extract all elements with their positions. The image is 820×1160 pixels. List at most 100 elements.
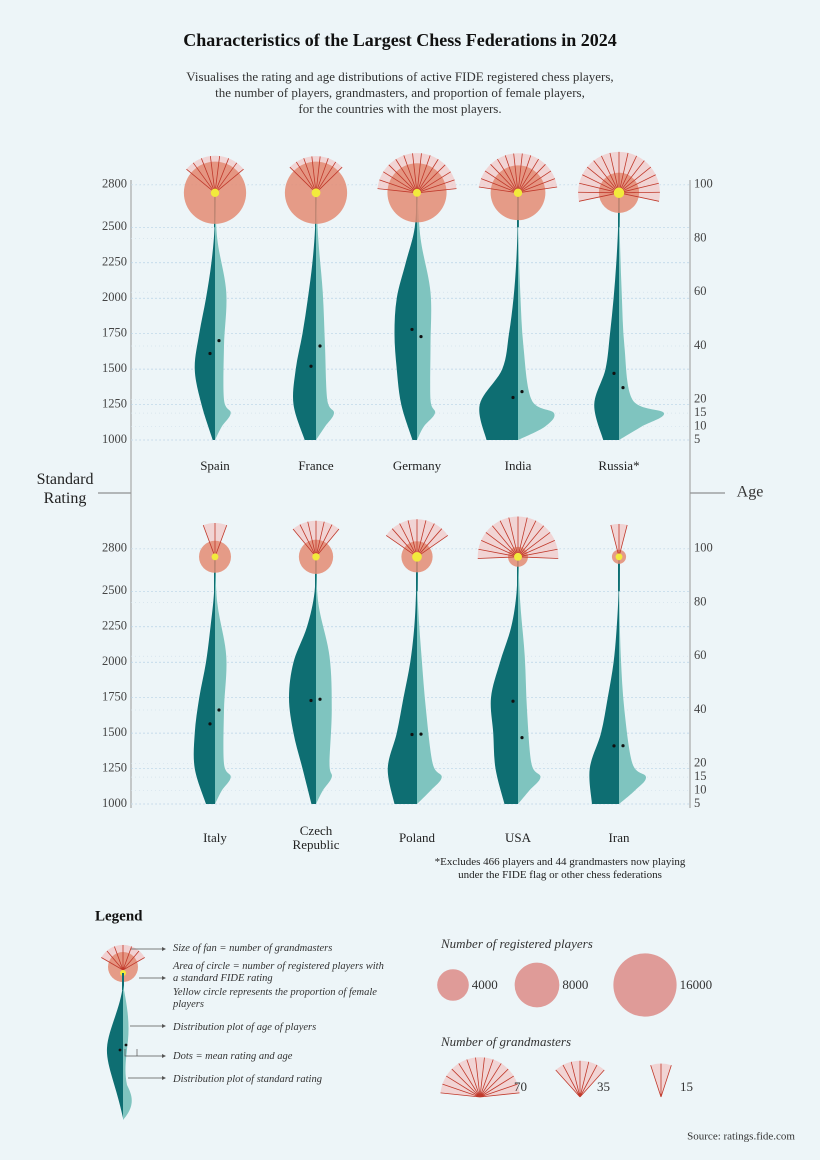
mean-rating-dot <box>612 744 616 748</box>
y2-tick-label: 40 <box>694 338 707 352</box>
y2-tick-label: 100 <box>694 177 713 191</box>
mean-rating-dot <box>309 698 313 703</box>
country-label: Germany <box>392 458 442 473</box>
country-label: USA <box>504 830 531 845</box>
rating-violin <box>589 548 619 804</box>
fan-lines <box>578 151 660 202</box>
legend-players-circle <box>437 969 469 1001</box>
mean-rating-dot <box>309 364 313 368</box>
source: Source: ratings.fide.com <box>687 1131 795 1143</box>
example-age-violin <box>123 985 132 1120</box>
y2-tick-label: 15 <box>694 405 707 419</box>
y2-tick-label: 5 <box>694 796 700 810</box>
age-violin <box>215 184 231 440</box>
fan-lines <box>385 519 449 558</box>
y-tick-label: 2800 <box>102 541 127 555</box>
y2-tick-label: 60 <box>694 284 707 298</box>
subtitle: Visualises the rating and age distributi… <box>186 69 613 84</box>
y2-tick-label: 80 <box>694 230 707 244</box>
y-tick-label: 2800 <box>102 177 127 191</box>
age-violin <box>417 548 442 804</box>
legend-players-circle <box>514 962 560 1008</box>
y2-tick-label: 40 <box>694 702 707 716</box>
mean-age-dot <box>217 708 221 712</box>
mean-age-dot <box>419 334 423 339</box>
mean-rating-dot <box>612 371 616 375</box>
legend-players-circle <box>613 953 677 1017</box>
y2-tick-label: 10 <box>694 782 707 796</box>
y-axis-label: Standard Rating <box>36 471 94 507</box>
rating-violin <box>394 184 417 440</box>
y-tick-label: 1250 <box>102 760 127 774</box>
legend-note: Dots = mean rating and age <box>173 1051 293 1062</box>
country-label: Czech Republic <box>292 823 340 852</box>
country-label: France <box>298 458 334 473</box>
legend-note: Distribution plot of age of players <box>173 1022 317 1033</box>
y2-tick-label: 60 <box>694 648 707 662</box>
female-circle <box>210 188 220 197</box>
mean-rating-dot <box>208 722 212 726</box>
mean-rating-dot <box>410 327 414 332</box>
example-fan-lines <box>101 945 145 971</box>
legend-subtitle: Number of registered players <box>440 936 593 951</box>
rating-violin <box>479 184 518 440</box>
y2-tick-label: 80 <box>694 594 707 608</box>
legend-example <box>101 944 166 1120</box>
female-circle <box>413 188 421 197</box>
age-violin <box>215 548 231 804</box>
mean-age-dot <box>520 736 524 740</box>
footnote: *Excludes 466 players and 44 grandmaster… <box>434 856 686 881</box>
legend-players-label: 16000 <box>680 977 713 992</box>
female-circle <box>613 187 625 199</box>
legend-note: Size of fan = number of grandmasters <box>173 943 333 954</box>
country-label: Poland <box>398 830 436 845</box>
y-tick-label: 2500 <box>102 219 127 233</box>
age-violin <box>417 184 436 440</box>
mean-age-dot <box>621 744 625 748</box>
legend-players-label: 8000 <box>562 977 588 992</box>
country-label: Italy <box>203 830 227 845</box>
y-tick-label: 1250 <box>102 396 127 410</box>
y2-tick-label: 10 <box>694 418 707 432</box>
y2-tick-label: 5 <box>694 432 700 446</box>
y-tick-label: 1000 <box>102 432 127 446</box>
y-tick-label: 1750 <box>102 326 127 340</box>
legend-grandmasters-label: 35 <box>597 1079 610 1094</box>
y-tick-label: 2250 <box>102 255 127 269</box>
example-dot <box>124 1043 128 1047</box>
legend-grandmasters-label: 70 <box>514 1079 527 1094</box>
rating-violin <box>194 184 215 440</box>
legend-note: Yellow circle represents the proportion … <box>173 987 377 1010</box>
subtitle: for the countries with the most players. <box>298 101 501 116</box>
female-circle <box>513 188 523 197</box>
fan-lines <box>440 1057 520 1098</box>
y2-tick-label: 100 <box>694 541 713 555</box>
mean-rating-dot <box>511 699 515 703</box>
fan-lines <box>650 1063 672 1098</box>
y-tick-label: 1500 <box>102 361 127 375</box>
age-violin <box>619 548 647 804</box>
country-label: Russia* <box>598 458 640 473</box>
leader-lines <box>124 948 162 1079</box>
y-tick-label: 1750 <box>102 690 127 704</box>
legend-title: Legend <box>95 908 143 924</box>
country-label: Iran <box>608 830 630 845</box>
y-tick-label: 1500 <box>102 725 127 739</box>
rating-violin <box>289 548 316 804</box>
legend-note: Area of circle = number of registered pl… <box>173 961 384 984</box>
y2-axis-label: Age <box>737 484 764 501</box>
legend-note: Distribution plot of standard rating <box>173 1074 322 1085</box>
age-violin <box>619 184 665 440</box>
rating-violin <box>293 184 316 440</box>
y-tick-label: 2250 <box>102 619 127 633</box>
fan-lines <box>478 153 558 194</box>
y-tick-label: 2500 <box>102 583 127 597</box>
mean-age-dot <box>520 390 524 394</box>
y-tick-label: 2000 <box>102 290 127 304</box>
mean-age-dot <box>217 339 221 343</box>
fan-lines <box>610 523 628 557</box>
age-violin <box>518 548 541 804</box>
y-tick-label: 2000 <box>102 654 127 668</box>
mean-age-dot <box>419 732 423 736</box>
fan-lines <box>477 516 559 559</box>
